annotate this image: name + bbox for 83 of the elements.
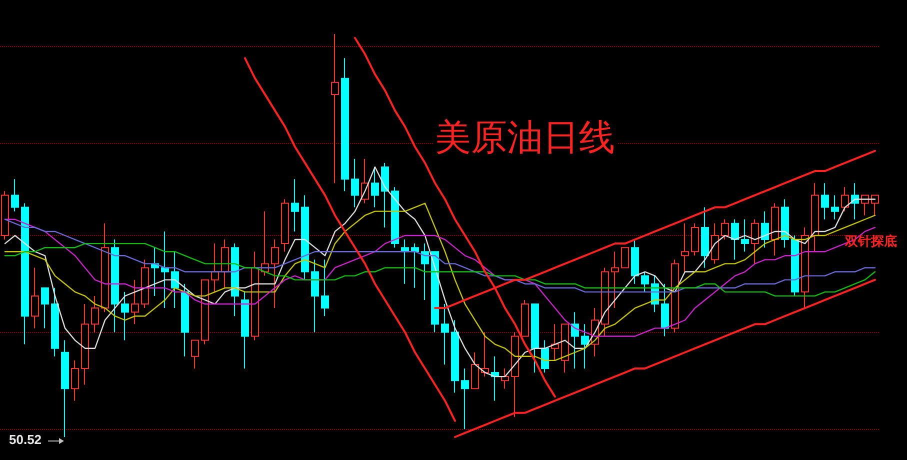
candlestick [91,295,99,333]
candlestick [191,340,199,369]
candlestick [51,287,59,357]
candlestick [841,186,849,212]
candlestick [331,34,339,184]
candlestick [301,194,309,280]
candlestick [111,239,119,333]
candlestick [791,235,799,296]
candlestick [311,259,319,333]
candlestick [441,304,449,365]
candlestick [231,243,239,317]
candlestick [661,283,669,337]
candlestick [811,182,819,252]
candlestick [561,324,569,374]
candlestick [531,304,539,374]
candlestick [831,194,839,220]
candlestick [641,271,649,292]
candlestick [351,158,359,208]
candlestick [141,259,149,309]
candlestick [771,202,779,256]
candlestick [631,239,639,284]
candlestick [681,222,689,272]
candlestick [31,267,39,329]
candlestick [611,251,619,309]
candlestick [761,210,769,248]
candlestick [341,58,349,192]
candlestick [801,226,809,309]
annotation: 50.52 [9,432,42,447]
candlestick [271,239,279,309]
candlestick [451,320,459,394]
candlestick [731,218,739,260]
candlestick [821,182,829,220]
candlestick [491,356,499,402]
candlestick [251,251,259,341]
candlestick [21,202,29,345]
candlestick [61,340,69,438]
candlestick [131,279,139,325]
candlestick [181,283,189,357]
candlestick [781,198,789,248]
candlestick [541,340,549,374]
candlestick [391,186,399,248]
candlestick [551,324,559,361]
text: 美原油日线 [435,118,615,158]
candlestick [501,368,509,390]
candlestick [411,243,419,288]
candlestick [621,247,629,268]
candlestick [461,368,469,430]
candlestick [381,162,389,228]
candlestick [601,267,609,337]
candlestick [171,251,179,309]
candlestick [81,304,89,386]
candlestick [511,332,519,418]
candlestick [241,291,249,369]
candlestick [401,239,409,284]
candlestick [321,259,329,317]
candlestick [291,178,299,232]
candlestick [711,222,719,264]
candlestick [101,222,109,313]
candlestick [1,190,9,240]
candlestick [371,166,379,208]
candlestick [871,194,879,216]
candlestick [671,259,679,333]
candlestick [471,352,479,390]
candlestick [701,206,709,268]
candlestick [221,239,229,288]
candlestick [121,291,129,341]
candlestick [161,230,169,309]
candlestick [201,279,209,345]
candlestick [741,218,749,252]
candlestick [521,299,529,337]
candlestick [211,243,219,292]
candlestick [481,332,489,378]
candlestick [751,218,759,264]
candlestick [11,178,19,212]
candlestick [41,287,49,329]
candlestick [421,243,429,300]
candlestick [691,222,699,256]
candlestick [721,218,729,240]
candlestick [571,312,579,369]
candlestick [281,198,289,252]
candlestick [71,360,79,402]
candlestick [581,324,589,369]
candlestick [151,247,159,296]
